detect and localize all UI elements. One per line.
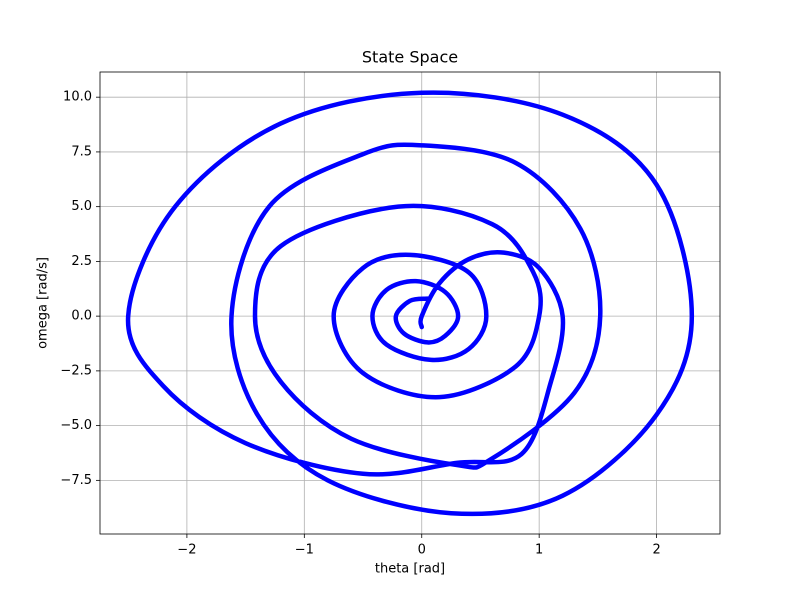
y-tick-label: 0.0 [71,309,92,324]
x-tick-label: 0 [418,543,426,558]
x-axis-label: theta [rad] [375,562,445,577]
y-axis-label: omega [rad/s] [36,257,51,349]
plot-frame [99,71,721,535]
x-tick-label: −1 [295,543,314,558]
y-tick-label: 10.0 [63,90,92,105]
y-tick-label: 2.5 [71,254,92,269]
x-tick-label: 2 [652,543,660,558]
x-tick-label: −2 [177,543,196,558]
y-tick-label: −2.5 [60,363,92,378]
chart-title: State Space [362,48,458,67]
y-tick-label: −7.5 [60,473,92,488]
y-tick-label: 5.0 [71,199,92,214]
y-tick-label: 7.5 [71,144,92,159]
trajectory-line [125,90,695,517]
y-tick-label: −5.0 [60,418,92,433]
x-tick-label: 1 [535,543,543,558]
